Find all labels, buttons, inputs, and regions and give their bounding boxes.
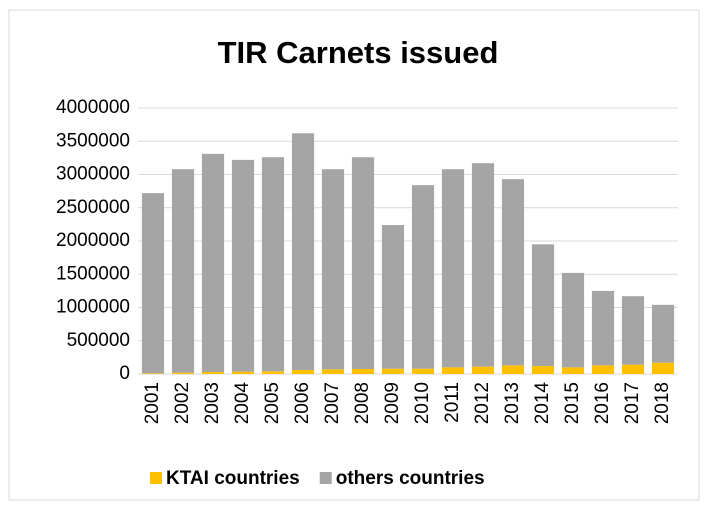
bar-segment — [321, 369, 345, 374]
x-tick-label: 2002 — [172, 382, 193, 424]
bar-segment — [141, 193, 165, 374]
bar-segment — [231, 159, 255, 372]
x-tick-label: 2012 — [472, 382, 493, 424]
y-tick-label: 2500000 — [56, 197, 130, 218]
y-tick-label: 4000000 — [56, 97, 130, 118]
y-tick-label: 3500000 — [56, 130, 130, 151]
y-tick-label: 1500000 — [56, 263, 130, 284]
bar-segment — [591, 290, 615, 366]
bar-segment — [531, 244, 555, 367]
bar-segment — [171, 372, 195, 374]
bar-segment — [441, 169, 465, 368]
x-tick-label: 2010 — [412, 382, 433, 424]
x-tick-label: 2006 — [292, 382, 313, 424]
bar-segment — [231, 371, 255, 374]
bar-segment — [261, 371, 285, 374]
bar-segment — [351, 157, 375, 370]
bar-segment — [531, 366, 555, 374]
bar-segment — [291, 133, 315, 371]
x-tick-label: 2004 — [232, 382, 253, 425]
bar-segment — [141, 373, 165, 374]
bar-segment — [561, 272, 585, 368]
bar-segment — [651, 304, 675, 363]
x-tick-label: 2001 — [142, 382, 163, 424]
bar-segment — [651, 362, 675, 374]
bar-segment — [171, 169, 195, 373]
bar-segment — [501, 365, 525, 374]
x-tick-label: 2005 — [262, 382, 283, 424]
bar-segment — [381, 368, 405, 374]
y-tick-label: 1000000 — [56, 297, 130, 318]
bar-segment — [291, 370, 315, 374]
bar-segment — [471, 366, 495, 374]
legend-swatch — [319, 472, 332, 484]
y-tick-label: 0 — [119, 363, 130, 384]
x-tick-label: 2009 — [382, 382, 403, 424]
y-tick-label: 2000000 — [56, 230, 130, 251]
bar-segment — [441, 367, 465, 374]
x-tick-label: 2018 — [652, 382, 673, 424]
bar-segment — [561, 367, 585, 374]
bar-segment — [201, 153, 225, 373]
x-tick-label: 2017 — [622, 382, 643, 424]
x-tick-label: 2016 — [592, 382, 613, 424]
x-tick-label: 2011 — [442, 382, 463, 423]
bar-segment — [321, 169, 345, 370]
y-tick-label: 500000 — [67, 330, 130, 351]
bar-segment — [381, 225, 405, 369]
legend-label: KTAI countries — [166, 468, 300, 489]
x-tick-label: 2015 — [562, 382, 583, 424]
bar-segment — [411, 185, 435, 369]
x-tick-label: 2008 — [352, 382, 373, 424]
x-tick-label: 2014 — [532, 382, 553, 425]
bar-segment — [351, 369, 375, 374]
bar-segment — [411, 368, 435, 374]
y-tick-label: 3000000 — [56, 164, 130, 185]
bar-segment — [471, 163, 495, 367]
bar-segment — [591, 365, 615, 374]
bar-segment — [621, 296, 645, 365]
bar-segment — [501, 179, 525, 366]
x-tick-label: 2007 — [322, 382, 343, 424]
chart-title: TIR Carnets issued — [218, 35, 499, 70]
bar-segment — [201, 372, 225, 374]
legend-label: others countries — [336, 468, 485, 489]
bar-segment — [261, 157, 285, 372]
bar-segment — [621, 364, 645, 374]
x-tick-label: 2003 — [202, 382, 223, 424]
legend-swatch — [150, 472, 162, 484]
x-tick-label: 2013 — [502, 382, 523, 424]
